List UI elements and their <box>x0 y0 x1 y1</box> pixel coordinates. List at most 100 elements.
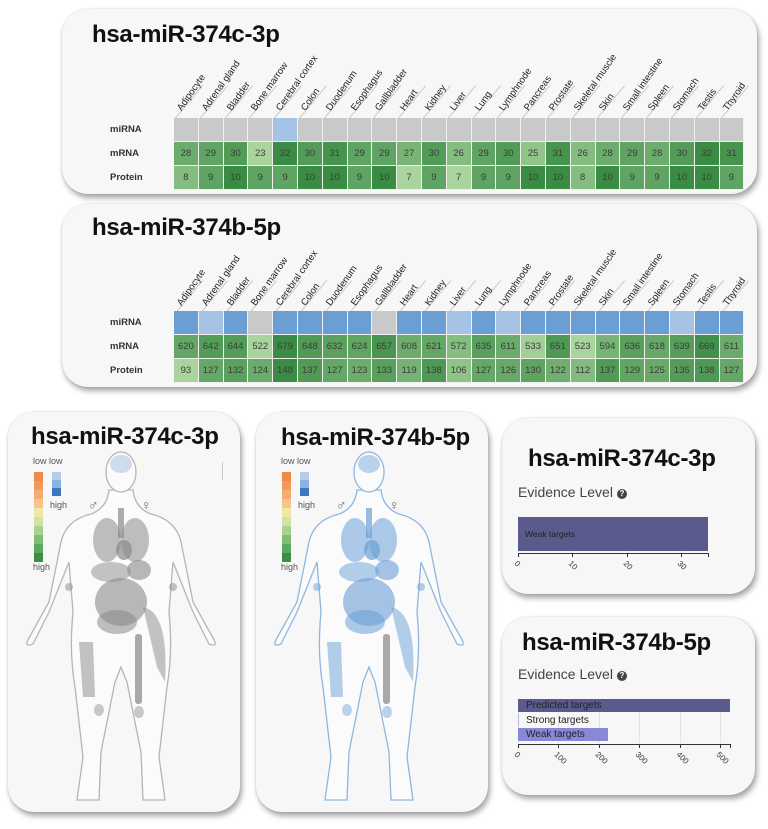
heatmap-cell[interactable] <box>471 118 497 142</box>
heatmap-cell[interactable]: 10 <box>545 166 571 190</box>
heatmap-cell[interactable]: 10 <box>297 166 323 190</box>
heatmap-cell[interactable] <box>620 311 646 335</box>
heatmap-cell[interactable]: 127 <box>322 359 348 383</box>
heatmap-cell[interactable] <box>372 118 398 142</box>
heatmap-cell[interactable]: 639 <box>669 335 695 359</box>
heatmap-cell[interactable]: 30 <box>669 142 695 166</box>
heatmap-cell[interactable] <box>322 118 348 142</box>
heatmap-cell[interactable]: 29 <box>471 142 497 166</box>
heatmap-cell[interactable]: 30 <box>421 142 447 166</box>
heatmap-cell[interactable] <box>521 311 546 335</box>
heatmap-cell[interactable]: 25 <box>521 142 546 166</box>
heatmap-cell[interactable]: 127 <box>471 359 497 383</box>
heatmap-cell[interactable] <box>248 311 274 335</box>
heatmap-cell[interactable]: 679 <box>273 335 298 359</box>
heatmap-cell[interactable]: 618 <box>645 335 670 359</box>
heatmap-cell[interactable] <box>446 118 472 142</box>
heatmap-cell[interactable]: 137 <box>595 359 621 383</box>
evidence-bar[interactable] <box>518 728 608 741</box>
heatmap-cell[interactable]: 29 <box>347 142 373 166</box>
heatmap-cell[interactable]: 127 <box>198 359 224 383</box>
heatmap-cell[interactable] <box>297 118 323 142</box>
heatmap-cell[interactable]: 119 <box>397 359 422 383</box>
heatmap-cell[interactable]: 123 <box>347 359 373 383</box>
heatmap-cell[interactable]: 651 <box>545 335 571 359</box>
heatmap-cell[interactable]: 30 <box>297 142 323 166</box>
heatmap-cell[interactable]: 29 <box>372 142 398 166</box>
heatmap-cell[interactable]: 9 <box>719 166 745 190</box>
heatmap-cell[interactable] <box>248 118 274 142</box>
heatmap-cell[interactable]: 636 <box>620 335 646 359</box>
heatmap-cell[interactable]: 29 <box>198 142 224 166</box>
heatmap-cell[interactable] <box>471 311 497 335</box>
heatmap-cell[interactable]: 125 <box>645 359 670 383</box>
help-icon[interactable]: ? <box>616 671 627 681</box>
heatmap-cell[interactable] <box>595 118 621 142</box>
heatmap-cell[interactable]: 10 <box>322 166 348 190</box>
heatmap-cell[interactable]: 523 <box>570 335 596 359</box>
heatmap-cell[interactable]: 8 <box>174 166 199 190</box>
heatmap-cell[interactable] <box>694 311 720 335</box>
heatmap-cell[interactable]: 10 <box>669 166 695 190</box>
heatmap-cell[interactable]: 620 <box>174 335 199 359</box>
heatmap-cell[interactable] <box>397 311 422 335</box>
heatmap-cell[interactable]: 30 <box>223 142 249 166</box>
heatmap-cell[interactable]: 23 <box>248 142 274 166</box>
heatmap-cell[interactable]: 9 <box>248 166 274 190</box>
heatmap-cell[interactable] <box>421 311 447 335</box>
heatmap-cell[interactable]: 32 <box>273 142 298 166</box>
heatmap-cell[interactable] <box>719 311 745 335</box>
evidence-bar[interactable] <box>518 699 730 712</box>
heatmap-cell[interactable]: 7 <box>446 166 472 190</box>
heatmap-cell[interactable]: 129 <box>620 359 646 383</box>
heatmap-cell[interactable]: 9 <box>620 166 646 190</box>
heatmap-cell[interactable]: 632 <box>322 335 348 359</box>
heatmap-cell[interactable] <box>397 118 422 142</box>
heatmap-cell[interactable]: 124 <box>248 359 274 383</box>
heatmap-cell[interactable]: 127 <box>719 359 745 383</box>
heatmap-cell[interactable]: 26 <box>570 142 596 166</box>
heatmap-cell[interactable]: 122 <box>545 359 571 383</box>
heatmap-cell[interactable] <box>347 311 373 335</box>
evidence-bar[interactable] <box>518 517 708 551</box>
heatmap-cell[interactable]: 608 <box>397 335 422 359</box>
heatmap-cell[interactable]: 657 <box>372 335 398 359</box>
heatmap-cell[interactable]: 669 <box>694 335 720 359</box>
heatmap-cell[interactable]: 138 <box>421 359 447 383</box>
heatmap-cell[interactable] <box>570 311 596 335</box>
heatmap-cell[interactable]: 10 <box>595 166 621 190</box>
heatmap-cell[interactable]: 644 <box>223 335 249 359</box>
heatmap-cell[interactable]: 31 <box>545 142 571 166</box>
heatmap-cell[interactable] <box>273 311 298 335</box>
heatmap-cell[interactable]: 8 <box>570 166 596 190</box>
heatmap-cell[interactable]: 9 <box>347 166 373 190</box>
heatmap-cell[interactable]: 10 <box>372 166 398 190</box>
heatmap-cell[interactable]: 611 <box>719 335 745 359</box>
heatmap-cell[interactable]: 29 <box>620 142 646 166</box>
heatmap-cell[interactable]: 137 <box>297 359 323 383</box>
heatmap-cell[interactable]: 522 <box>248 335 274 359</box>
heatmap-cell[interactable]: 32 <box>694 142 720 166</box>
heatmap-cell[interactable]: 635 <box>471 335 497 359</box>
heatmap-cell[interactable]: 31 <box>719 142 745 166</box>
heatmap-cell[interactable] <box>694 118 720 142</box>
heatmap-cell[interactable] <box>174 118 199 142</box>
heatmap-cell[interactable]: 572 <box>446 335 472 359</box>
heatmap-cell[interactable]: 27 <box>397 142 422 166</box>
heatmap-cell[interactable] <box>669 311 695 335</box>
heatmap-cell[interactable] <box>595 311 621 335</box>
heatmap-cell[interactable]: 126 <box>496 359 522 383</box>
heatmap-cell[interactable]: 9 <box>496 166 522 190</box>
heatmap-cell[interactable]: 30 <box>496 142 522 166</box>
heatmap-cell[interactable]: 28 <box>595 142 621 166</box>
heatmap-cell[interactable]: 10 <box>521 166 546 190</box>
heatmap-cell[interactable] <box>545 311 571 335</box>
heatmap-cell[interactable] <box>174 311 199 335</box>
heatmap-cell[interactable] <box>669 118 695 142</box>
heatmap-cell[interactable]: 31 <box>322 142 348 166</box>
heatmap-cell[interactable]: 7 <box>397 166 422 190</box>
heatmap-cell[interactable] <box>297 311 323 335</box>
human-body-diagram[interactable] <box>256 412 488 812</box>
heatmap-cell[interactable]: 138 <box>694 359 720 383</box>
heatmap-cell[interactable]: 106 <box>446 359 472 383</box>
